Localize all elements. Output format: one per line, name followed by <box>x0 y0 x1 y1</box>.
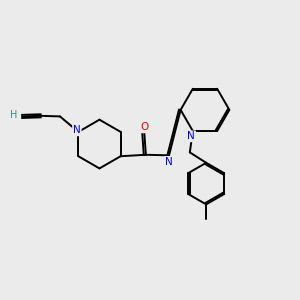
Text: N: N <box>73 125 81 135</box>
Text: N: N <box>188 131 195 141</box>
Text: O: O <box>140 122 148 132</box>
Text: N: N <box>165 157 173 167</box>
Text: H: H <box>10 110 18 120</box>
